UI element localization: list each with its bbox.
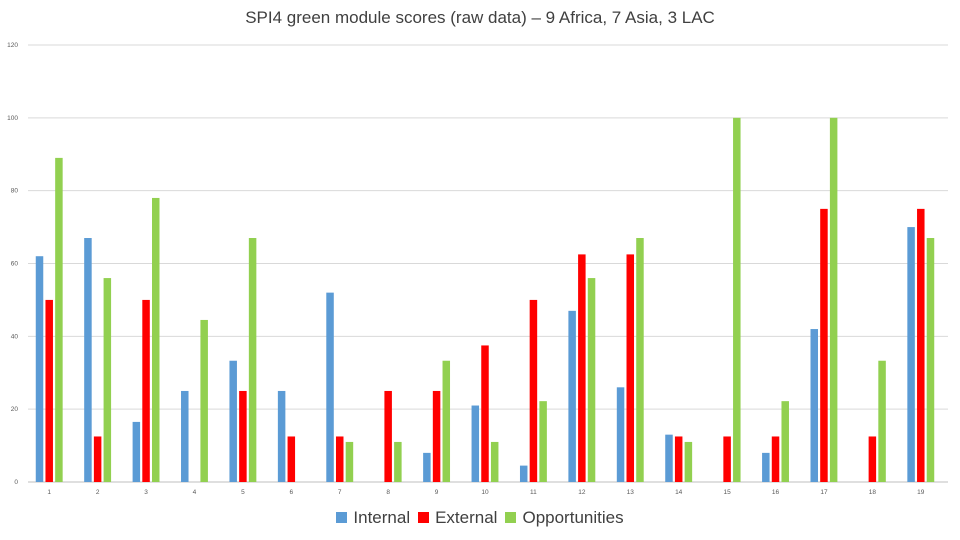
bar-external-10	[481, 345, 489, 482]
bar-opportunities-1	[55, 157, 63, 482]
bar-internal-4	[181, 390, 189, 482]
bar-external-12	[578, 254, 586, 482]
bar-opportunities-12	[587, 278, 596, 482]
y-tick-label: 120	[7, 42, 18, 49]
bar-internal-2	[84, 238, 92, 482]
bar-opportunities-9	[442, 360, 451, 482]
x-tick-label: 4	[193, 489, 197, 496]
x-tick-label: 14	[675, 489, 683, 496]
bar-external-18	[868, 436, 877, 482]
bar-internal-11	[519, 465, 528, 482]
bar-opportunities-2	[103, 278, 112, 482]
x-tick-label: 18	[869, 489, 877, 496]
bar-opportunities-18	[878, 360, 886, 482]
bar-opportunities-17	[829, 117, 838, 482]
x-tick-label: 12	[578, 489, 586, 496]
x-axis-ticks: 1 2 3 4 5 6 7 8 9 10 11 12 13 14 15 16 17 18 19	[47, 489, 924, 496]
bar-external-3	[142, 299, 150, 482]
bar-opportunities-11	[539, 401, 547, 482]
y-tick-label: 0	[14, 479, 18, 486]
bar-internal-3	[132, 421, 141, 482]
bar-opportunities-4	[200, 319, 208, 482]
bar-external-11	[529, 299, 538, 482]
bar-opportunities-10	[490, 441, 499, 482]
bar-internal-9	[423, 452, 431, 482]
bar-internal-6	[277, 390, 286, 482]
bar-internal-17	[810, 329, 818, 482]
y-axis-ticks: 0 20 40 60 80 100 120	[7, 42, 18, 486]
legend-label: Opportunities	[522, 508, 624, 527]
x-tick-label: 1	[47, 489, 51, 496]
bar-external-17	[820, 208, 828, 482]
y-tick-label: 40	[11, 333, 19, 340]
x-tick-label: 19	[917, 489, 925, 496]
x-tick-label: 11	[530, 489, 537, 496]
legend-swatch	[505, 512, 517, 523]
x-tick-label: 17	[820, 489, 828, 496]
y-tick-label: 60	[11, 261, 19, 268]
x-tick-label: 15	[723, 489, 731, 496]
y-tick-label: 80	[11, 188, 19, 195]
legend-item-external: External	[418, 508, 497, 528]
bar-internal-13	[616, 387, 625, 482]
bar-opportunities-3	[152, 197, 160, 482]
bar-external-6	[287, 436, 296, 482]
bar-opportunities-8	[394, 441, 402, 482]
bar-external-16	[771, 436, 780, 482]
legend-label: External	[435, 508, 498, 527]
bar-opportunities-19	[926, 238, 935, 482]
bar-opportunities-14	[684, 441, 693, 482]
bar-external-15	[723, 436, 731, 482]
bars	[35, 117, 935, 482]
bar-external-14	[674, 436, 683, 482]
x-tick-label: 2	[96, 489, 100, 496]
y-tick-label: 100	[7, 115, 18, 122]
bar-internal-7	[326, 292, 334, 482]
legend-item-internal: Internal	[336, 508, 410, 528]
bar-internal-10	[471, 405, 480, 482]
x-tick-label: 9	[435, 489, 439, 496]
bar-opportunities-13	[636, 238, 644, 482]
x-tick-label: 6	[290, 489, 294, 496]
x-tick-label: 13	[627, 489, 635, 496]
legend-swatch	[336, 512, 348, 523]
x-tick-label: 3	[144, 489, 148, 496]
bar-external-5	[239, 390, 247, 482]
bar-external-7	[335, 436, 344, 482]
legend: Internal External Opportunities	[0, 508, 960, 528]
bar-external-13	[626, 254, 635, 482]
bar-internal-1	[35, 256, 44, 482]
x-tick-label: 16	[772, 489, 780, 496]
bar-internal-14	[665, 434, 673, 482]
bar-opportunities-5	[248, 238, 257, 482]
bar-internal-19	[907, 227, 915, 482]
legend-swatch	[418, 512, 430, 523]
bar-opportunities-7	[345, 441, 354, 482]
bar-external-1	[45, 299, 53, 482]
bar-opportunities-16	[781, 401, 789, 482]
bar-external-19	[917, 208, 925, 482]
bar-external-2	[93, 436, 102, 482]
bar-internal-16	[762, 452, 770, 482]
bar-external-8	[384, 390, 392, 482]
chart-title: SPI4 green module scores (raw data) – 9 …	[245, 8, 715, 27]
bar-external-9	[432, 390, 441, 482]
bar-opportunities-15	[733, 117, 741, 482]
bar-internal-5	[229, 360, 237, 482]
legend-label: Internal	[353, 508, 411, 527]
legend-item-opportunities: Opportunities	[505, 508, 624, 528]
x-tick-label: 8	[386, 489, 390, 496]
y-tick-label: 20	[11, 406, 19, 413]
x-tick-label: 7	[338, 489, 342, 496]
x-tick-label: 5	[241, 489, 245, 496]
bar-internal-12	[568, 310, 576, 482]
x-tick-label: 10	[481, 489, 489, 496]
